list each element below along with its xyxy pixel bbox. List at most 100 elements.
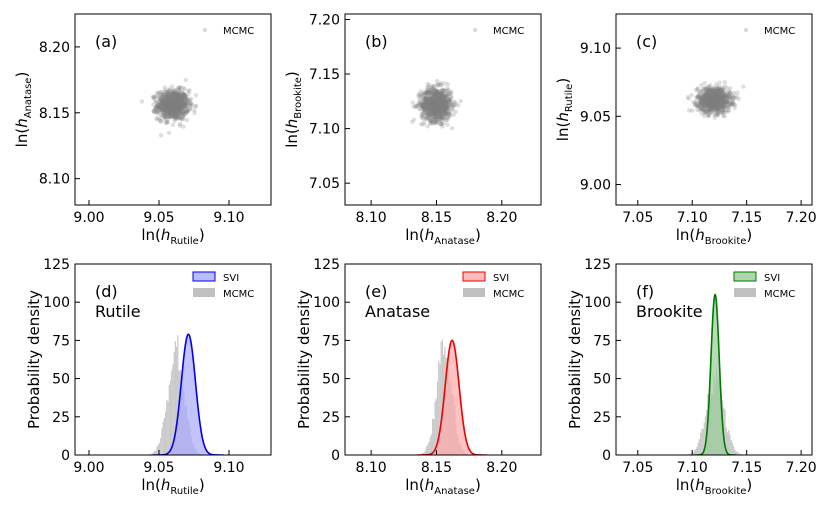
x-axis-label: ln(hAnatase) (405, 476, 481, 497)
x-axis-label-pre: ln( (141, 226, 161, 244)
legend-label-mcmc: MCMC (223, 289, 254, 300)
y-axis-label: ln(hBrookite) (283, 71, 304, 148)
mcmc-point (426, 111, 430, 115)
x-tick-label: 7.15 (731, 460, 762, 476)
mcmc-point (432, 115, 436, 119)
mcmc-point (439, 93, 443, 97)
mcmc-bar (733, 446, 734, 455)
mcmc-bar (160, 438, 161, 455)
mcmc-point (444, 89, 448, 93)
x-axis-label-var: h (695, 476, 705, 494)
y-tick-label: 8.10 (39, 172, 70, 188)
plot-area-c (686, 80, 746, 120)
y-tick-label: 25 (593, 410, 611, 426)
mcmc-bar (169, 385, 170, 455)
mcmc-point (711, 85, 715, 89)
x-tick-label: 9.05 (143, 210, 174, 226)
y-tick-label: 7.15 (309, 67, 340, 83)
y-axis-label-post: ) (554, 78, 572, 84)
mcmc-bar (156, 447, 157, 455)
panel-c: 7.05 7.10 7.15 7.209.009.059.10ln(hBrookite… (554, 14, 817, 247)
mcmc-point (171, 107, 175, 111)
mcmc-point (687, 108, 691, 112)
mcmc-point (723, 80, 727, 84)
x-axis-label-var: h (161, 476, 171, 494)
legend-label-mcmc: MCMC (764, 289, 795, 300)
mcmc-bar (732, 443, 733, 455)
phase-label: Brookite (636, 302, 703, 321)
x-tick-label: 9.00 (73, 210, 104, 226)
mcmc-point (422, 120, 426, 124)
x-axis-label-var: h (425, 226, 435, 244)
legend-label-mcmc: MCMC (493, 289, 524, 300)
legend-swatch-svi (463, 272, 485, 281)
svi-area (417, 340, 487, 455)
mcmc-bar (170, 381, 171, 456)
mcmc-point (169, 113, 173, 117)
mcmc-point (181, 117, 185, 121)
mcmc-point (429, 102, 433, 106)
y-tick-label: 9.05 (580, 109, 611, 125)
mcmc-point (732, 102, 736, 106)
mcmc-point (178, 89, 182, 93)
y-tick-label: 100 (43, 295, 70, 311)
y-tick-label: 0 (331, 448, 340, 464)
mcmc-point (163, 95, 167, 99)
x-axis-label: ln(hRutile) (141, 226, 204, 247)
x-axis-label-var: h (161, 226, 171, 244)
legend-marker-mcmc (203, 28, 207, 32)
panel-label: (c) (636, 32, 657, 51)
x-axis-label-post: ) (746, 476, 752, 494)
x-axis-label-sub: Rutile (170, 236, 198, 247)
y-tick-label: 7.10 (309, 122, 340, 138)
mcmc-point (721, 105, 725, 109)
x-axis-label-sub: Brookite (705, 486, 747, 497)
mcmc-point (178, 122, 182, 126)
mcmc-point (695, 87, 699, 91)
mcmc-point (694, 103, 698, 107)
x-axis-label-pre: ln( (676, 226, 696, 244)
mcmc-point (703, 109, 707, 113)
mcmc-point (448, 107, 452, 111)
panel-label: (a) (95, 32, 117, 51)
mcmc-point (152, 110, 156, 114)
mcmc-point (181, 110, 185, 114)
mcmc-point (411, 100, 415, 104)
y-axis-label: Probability density (25, 290, 43, 429)
y-tick-label: 100 (313, 295, 340, 311)
mcmc-point (459, 99, 463, 103)
mcmc-point (172, 96, 176, 100)
panel-label: (d) (95, 282, 118, 301)
mcmc-bar (167, 401, 168, 455)
legend-swatch-mcmc (193, 288, 215, 297)
mcmc-point (184, 104, 188, 108)
x-tick-label: 8.15 (421, 460, 452, 476)
mcmc-point (140, 99, 144, 103)
mcmc-bar (426, 447, 427, 455)
legend-label-svi: SVI (223, 273, 239, 284)
mcmc-bar (728, 430, 729, 455)
mcmc-bar (432, 419, 433, 455)
mcmc-bar (166, 400, 167, 455)
legend-swatch-mcmc (734, 288, 756, 297)
y-axis-label: ln(hRutile) (554, 78, 575, 141)
mcmc-point (439, 122, 443, 126)
mcmc-point (443, 93, 447, 97)
plot-area-b (410, 79, 463, 131)
phase-label: Anatase (365, 302, 430, 321)
y-axis-label-var: h (554, 112, 572, 122)
legend-swatch-svi (193, 272, 215, 281)
y-tick-label: 125 (313, 257, 340, 273)
mcmc-point (426, 82, 430, 86)
x-tick-label: 9.05 (143, 460, 174, 476)
y-axis-label-sub: Anatase (23, 78, 34, 119)
panel-label: (b) (365, 32, 388, 51)
mcmc-point (439, 83, 443, 87)
mcmc-point (733, 106, 737, 110)
mcmc-bar (695, 449, 696, 455)
x-axis-label-var: h (695, 226, 705, 244)
legend-marker-mcmc (744, 28, 748, 32)
y-axis-label-var: h (283, 119, 301, 129)
mcmc-point (180, 105, 184, 109)
panel-label: (f) (636, 282, 654, 301)
